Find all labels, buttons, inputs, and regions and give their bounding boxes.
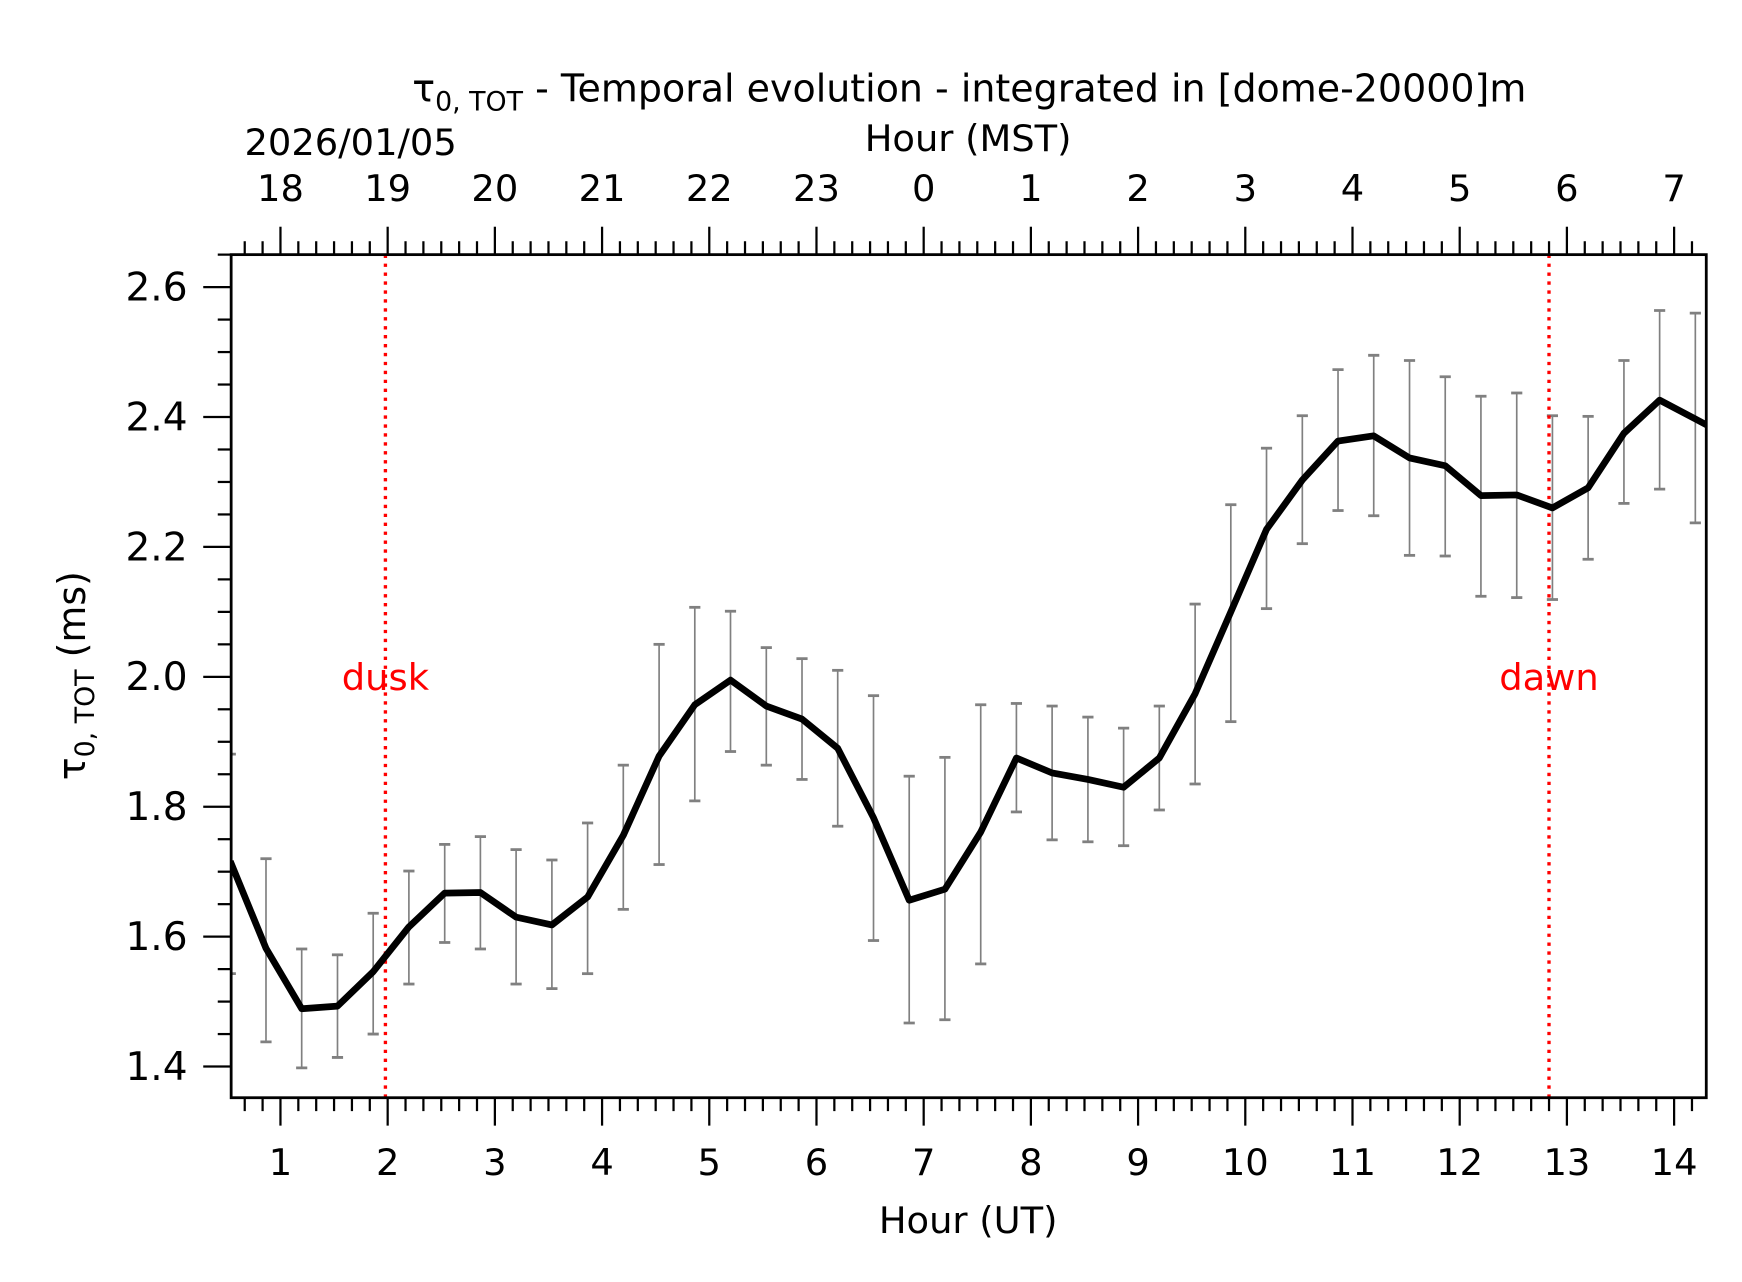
title-symbol: τ xyxy=(412,67,435,111)
x2-tick-label: 7 xyxy=(1662,167,1685,210)
vline-label-dusk: dusk xyxy=(342,656,430,699)
x2-tick-label: 2 xyxy=(1126,167,1149,210)
vline-label-dawn: dawn xyxy=(1499,656,1598,699)
plot-area: dusk dawn xyxy=(231,254,1707,1098)
x2-tick-label: 19 xyxy=(364,167,411,210)
y-tick-label: 2.2 xyxy=(125,525,187,570)
y-tick-label: 1.4 xyxy=(125,1045,187,1090)
x-tick-label: 1 xyxy=(269,1141,292,1184)
x-tick-label: 6 xyxy=(805,1141,828,1184)
y-tick-label: 2.4 xyxy=(125,395,187,440)
x-tick-label: 13 xyxy=(1543,1141,1590,1184)
x-tick-label: 5 xyxy=(698,1141,721,1184)
x-tick-label: 10 xyxy=(1222,1141,1269,1184)
y-tick-label: 1.8 xyxy=(125,785,187,830)
x2-tick-label: 1 xyxy=(1019,167,1042,210)
y-tick-label: 2.0 xyxy=(125,655,187,700)
title-subscript: 0, TOT xyxy=(435,87,524,118)
x2-tick-label: 22 xyxy=(686,167,733,210)
x-tick-label: 3 xyxy=(483,1141,506,1184)
x-tick-label: 12 xyxy=(1436,1141,1483,1184)
x-tick-label: 7 xyxy=(912,1141,935,1184)
x-tick-label: 9 xyxy=(1126,1141,1149,1184)
x2-tick-label: 5 xyxy=(1448,167,1471,210)
series-line xyxy=(231,396,1707,1013)
x-axis-label: Hour (UT) xyxy=(879,1199,1058,1242)
title-text: - Temporal evolution - integrated in [do… xyxy=(523,67,1526,111)
x-tick-label: 8 xyxy=(1019,1141,1042,1184)
x-tick-label: 2 xyxy=(376,1141,399,1184)
date-label: 2026/01/05 xyxy=(245,121,457,164)
ylabel-text: (ms) xyxy=(50,571,94,669)
plot-frame xyxy=(229,253,1708,1100)
y-axis-label: τ0, TOT (ms) xyxy=(50,571,101,780)
x2-tick-label: 21 xyxy=(579,167,626,210)
x2-tick-label: 6 xyxy=(1555,167,1578,210)
x-tick-label: 11 xyxy=(1329,1141,1376,1184)
ylabel-symbol: τ xyxy=(50,757,94,780)
x2-tick-label: 0 xyxy=(912,167,935,210)
x2-tick-label: 4 xyxy=(1341,167,1364,210)
x2-tick-label: 20 xyxy=(471,167,518,210)
y-tick-label: 2.6 xyxy=(125,266,187,311)
x-tick-label: 14 xyxy=(1651,1141,1698,1184)
x2-axis-label: Hour (MST) xyxy=(865,117,1072,160)
x2-tick-label: 3 xyxy=(1234,167,1257,210)
x2-tick-label: 23 xyxy=(793,167,840,210)
x2-tick-label: 18 xyxy=(257,167,304,210)
axes: 1182193204215226237081921031141251361471… xyxy=(125,167,1697,1184)
x-tick-label: 4 xyxy=(590,1141,613,1184)
chart-title: τ0, TOT - Temporal evolution - integrate… xyxy=(412,67,1526,118)
y-tick-label: 1.6 xyxy=(125,915,187,960)
ylabel-subscript: 0, TOT xyxy=(70,669,101,758)
